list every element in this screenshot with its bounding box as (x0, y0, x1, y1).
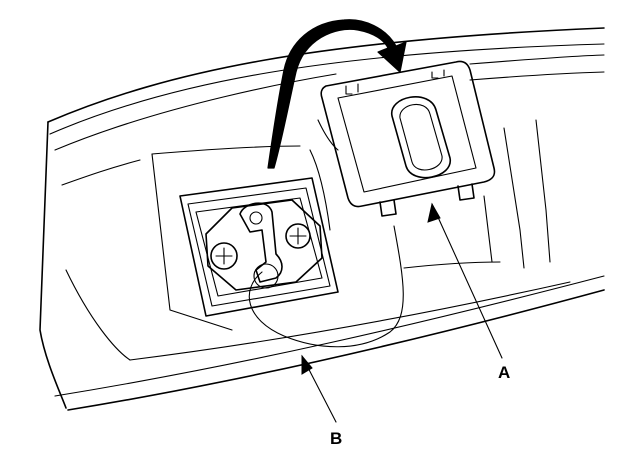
trim-panel (39, 27, 605, 411)
cover-tether (248, 225, 404, 348)
latch-plate (205, 199, 323, 291)
curved-arrow-icon (267, 19, 407, 169)
callout-a-label: A (498, 363, 510, 382)
callout-b-arrowhead (301, 354, 313, 375)
access-cover (320, 60, 496, 217)
screw-icon (210, 242, 238, 270)
callout-b-label: B (330, 429, 342, 448)
callout-a-arrowhead (427, 202, 441, 223)
latch-hook (239, 202, 283, 289)
latch-opening (179, 177, 339, 317)
callout-a: A (427, 202, 510, 382)
screw-icon (285, 223, 311, 249)
callout-b: B (301, 354, 342, 448)
